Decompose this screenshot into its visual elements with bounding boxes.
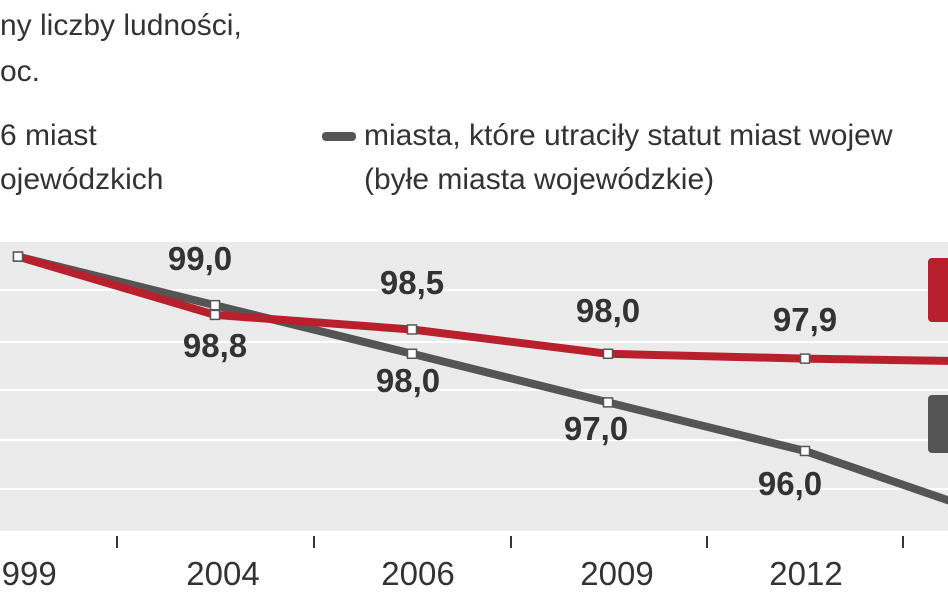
grey-data-label-2012: 96,0 xyxy=(758,465,822,502)
x-tick-label-2006: 2006 xyxy=(381,555,454,592)
red-series-point-2009 xyxy=(602,348,614,360)
series-voivodeship-cities xyxy=(12,251,948,365)
x-tick-label-2012: 2012 xyxy=(769,555,842,592)
red-series-line xyxy=(14,252,948,365)
chart-title-line1: ny liczby ludności, xyxy=(0,9,242,42)
grey-data-label-2006: 98,0 xyxy=(376,362,440,399)
grey-series-point-2006 xyxy=(406,348,418,360)
grey-data-label-2009: 97,0 xyxy=(564,410,628,447)
legend-series2-swatch xyxy=(322,132,356,141)
data-labels: 98,8 98,5 98,0 97,9 99,0 98,0 97,0 96,0 xyxy=(168,240,837,502)
red-series-point-2004 xyxy=(209,309,221,321)
red-series-point-2006 xyxy=(406,324,418,335)
x-tick-label-2004: 2004 xyxy=(186,555,259,592)
legend-series2-line1: miasta, które utraciły statut miast woje… xyxy=(364,119,893,152)
legend-series2-line2: (byłe miasta wojewódzkie) xyxy=(364,163,715,196)
x-axis: 1999 2004 2006 2009 2012 xyxy=(0,531,948,592)
grey-series-point-2012 xyxy=(799,445,811,457)
grey-series-point-2009 xyxy=(602,397,614,408)
chart-title-line2: oc. xyxy=(0,55,41,88)
grey-data-label-2004: 99,0 xyxy=(168,240,232,277)
x-tick-label-2009: 2009 xyxy=(580,555,653,592)
grey-series-line xyxy=(14,252,948,505)
red-data-label-2006: 98,5 xyxy=(380,264,444,301)
red-data-label-2009: 98,0 xyxy=(576,292,640,329)
grey-end-tab xyxy=(928,395,948,453)
red-end-tab xyxy=(928,258,948,322)
grey-series-point-2004 xyxy=(209,299,221,311)
x-tick-label-1999: 1999 xyxy=(0,555,57,592)
legend-series1-line1: 6 miast xyxy=(0,119,97,152)
red-series-point-2012 xyxy=(799,353,811,364)
red-data-label-2012: 97,9 xyxy=(773,301,837,338)
red-data-label-2004: 98,8 xyxy=(183,327,247,364)
legend-series1-line2: ojewódzkich xyxy=(0,163,164,196)
right-edge-tabs xyxy=(928,258,948,453)
red-series-point-1999 xyxy=(12,251,24,262)
